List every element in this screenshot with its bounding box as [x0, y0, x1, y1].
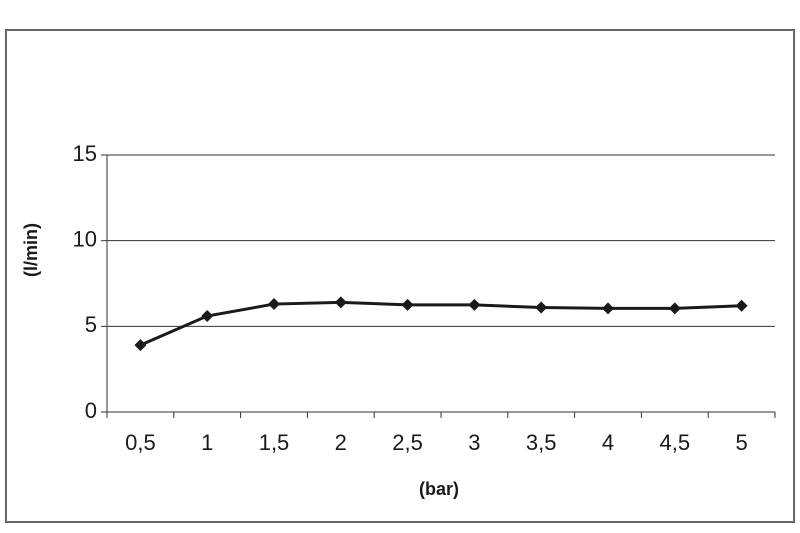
x-tick-label: 5 — [735, 430, 747, 455]
x-tick-label: 2,5 — [392, 430, 423, 455]
x-tick-label: 0,5 — [125, 430, 156, 455]
marker — [735, 299, 748, 312]
x-tick-label: 2 — [335, 430, 347, 455]
marker — [201, 310, 214, 323]
x-tick-label: 3 — [468, 430, 480, 455]
y-tick-label: 10 — [73, 226, 97, 251]
marker — [401, 298, 414, 311]
x-tick-label: 4 — [602, 430, 614, 455]
y-axis-label: (l/min) — [21, 223, 41, 277]
x-axis-label: (bar) — [419, 479, 459, 499]
marker — [668, 302, 681, 315]
marker — [268, 298, 280, 311]
y-tick-label: 0 — [85, 398, 97, 423]
x-tick-label: 4,5 — [660, 430, 691, 455]
x-tick-label: 1,5 — [259, 430, 290, 455]
marker — [535, 301, 548, 314]
series-line — [139, 300, 742, 347]
x-tick-label: 1 — [201, 430, 213, 455]
marker — [134, 339, 147, 352]
x-tick-label: 3,5 — [526, 430, 557, 455]
chart-frame — [5, 29, 795, 523]
marker — [468, 298, 481, 311]
marker — [334, 296, 347, 309]
marker — [602, 302, 614, 315]
y-tick-label: 5 — [85, 312, 97, 337]
y-tick-label: 15 — [73, 141, 97, 166]
